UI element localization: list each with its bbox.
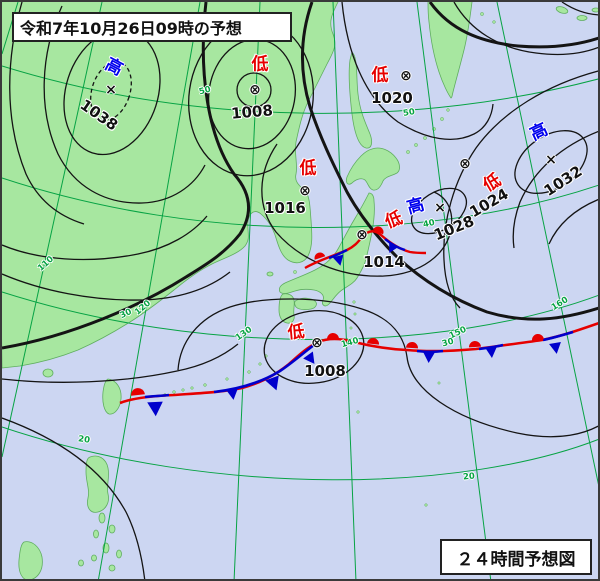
island-ph-1 [98, 512, 106, 524]
island-ne-corner-1 [555, 6, 569, 14]
isobar-thick-japan-sweep [300, 2, 598, 321]
isobar-1008s-inner [263, 310, 365, 384]
landmass-kamchatka [427, 2, 473, 99]
island-ph-5 [116, 549, 122, 559]
meridian-150e [416, 2, 492, 579]
island-ph-8 [108, 564, 116, 572]
island-ph-7 [78, 559, 84, 567]
parallel-30n [2, 291, 598, 340]
meridian-160e [496, 2, 598, 485]
landmass-sakhalin [348, 51, 373, 149]
parallel-20n [2, 426, 598, 481]
isobar-1028-ring [410, 187, 468, 235]
parallel-50n [2, 65, 598, 114]
meridian-100e [2, 2, 19, 55]
meridian-120e [98, 2, 201, 579]
isobar-1008s-outer [177, 298, 598, 438]
isobar-1032-ring [514, 130, 588, 194]
isobar-thick-west-sweep [2, 2, 251, 350]
landmass-taiwan [102, 378, 122, 415]
island-ph-3 [93, 529, 99, 539]
meridian-130e [233, 2, 261, 579]
southern-stationary-front-line [119, 322, 598, 405]
island-ne-corner-2 [576, 15, 588, 21]
isobars-thick [2, 2, 598, 350]
landmass-luzon [85, 455, 109, 513]
cold-front-symbols [147, 241, 561, 417]
chart-type-box: ２４時間予想図 [440, 539, 592, 575]
isobar-1038-inner-dashed [90, 61, 132, 121]
isobar-1008n-inner [236, 72, 272, 108]
warm-front-symbols [131, 226, 544, 396]
forecast-title-text: 令和7年10月26日09時の予想 [20, 19, 242, 38]
forecast-title-box: 令和7年10月26日09時の予想 [12, 12, 292, 42]
island-ph-6 [91, 554, 97, 562]
isobar-thick-northeast [428, 2, 598, 49]
isobar-midlows [261, 143, 453, 277]
island-hainan [42, 368, 54, 378]
island-cheju [266, 271, 274, 277]
landmass-borneo-corner [18, 541, 43, 579]
southern-front-cold-segments [144, 330, 574, 399]
meridian-140e [332, 2, 357, 579]
landmass-honshu [278, 192, 375, 307]
fronts-group [119, 226, 598, 417]
parallel-40n [2, 177, 598, 228]
landmass-hokkaido [345, 147, 400, 191]
island-ne-corner-3 [591, 7, 598, 13]
landmass-shikoku [294, 297, 317, 310]
chart-type-text: ２４時間予想図 [456, 549, 576, 570]
island-ph-2 [108, 524, 116, 534]
